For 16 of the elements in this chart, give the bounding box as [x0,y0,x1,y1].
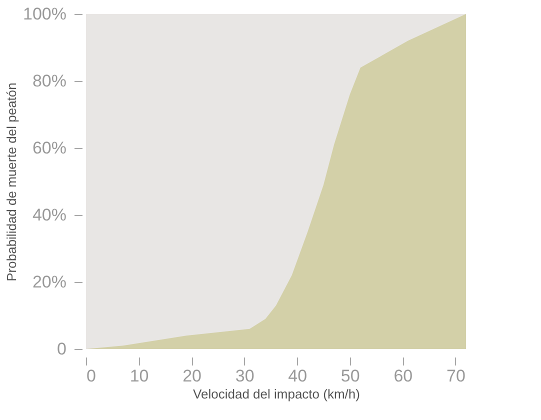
x-tick-label: 50 [340,366,360,386]
y-tick-label: 40% [32,206,66,224]
x-tick-label: 40 [288,366,308,386]
y-tick-label: 20% [32,272,66,292]
x-tick-label: 60 [394,366,413,386]
x-tick-label: 10 [130,366,149,386]
y-tick-label: 0 [57,340,66,358]
x-tick-label: 0 [86,366,96,386]
y-tick-label: 60% [32,138,66,158]
y-tick-label: 100% [23,4,66,24]
y-axis-title: Probabilidad de muerte del peatón [4,82,20,282]
x-axis-title: Velocidad del impacto (km/h) [193,386,360,402]
y-tick-label: 80% [32,72,66,90]
x-tick-label: 30 [235,366,254,386]
x-tick-label: 70 [446,366,466,386]
x-tick-label: 20 [182,366,202,386]
